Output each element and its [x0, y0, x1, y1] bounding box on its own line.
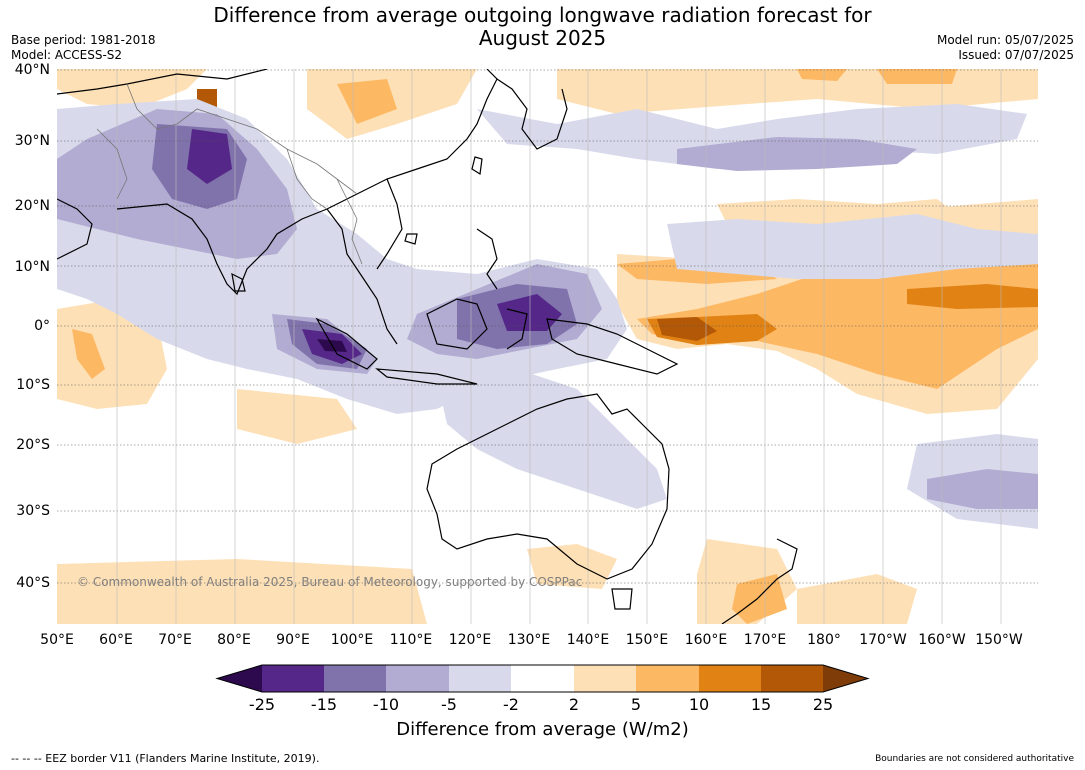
lat-label-30s: 30°S	[16, 503, 50, 519]
coast-arabia	[57, 198, 93, 260]
colorbar	[215, 664, 870, 693]
colorbar-title: Difference from average (W/m2)	[396, 719, 689, 740]
colorbar-tick-2: -10	[372, 695, 400, 714]
map-title: Difference from average outgoing longwav…	[0, 4, 1085, 50]
coast-korea-japan	[496, 78, 568, 150]
lon-label-170w: 170°W	[859, 632, 907, 648]
colorbar-tick-0: -25	[248, 695, 276, 714]
lon-label-170e: 170°E	[743, 632, 787, 648]
coast-china	[326, 69, 498, 210]
lat-label-10s: 10°S	[16, 377, 50, 393]
colorbar-bin-2	[324, 665, 386, 692]
boundaries-note: Boundaries are not considered authoritat…	[875, 754, 1074, 764]
coast-new-guinea	[546, 318, 679, 375]
lat-label-20s: 20°S	[16, 437, 50, 453]
lon-label-70e: 70°E	[158, 632, 192, 648]
colorbar-tick-6: 5	[630, 695, 642, 714]
lon-label-150e: 150°E	[625, 632, 669, 648]
colorbar-over-arrow	[823, 665, 868, 692]
lat-label-40s: 40°S	[16, 575, 50, 591]
coast-taiwan	[471, 156, 483, 176]
colorbar-bin-1	[262, 665, 324, 692]
lon-label-110e: 110°E	[389, 632, 433, 648]
eez-note: -- -- -- EEZ border V11 (Flanders Marine…	[11, 752, 320, 765]
map-panel: © Commonwealth of Australia 2025, Bureau…	[57, 69, 1038, 624]
title-line-2: August 2025	[478, 26, 607, 50]
coast-borneo	[426, 298, 488, 350]
gridlines	[57, 69, 1038, 584]
issued-date: Issued: 07/07/2025	[958, 48, 1074, 62]
negative-anomaly-areas	[57, 99, 1038, 529]
meridians	[116, 69, 1002, 624]
lon-label-50e: 50°E	[40, 632, 74, 648]
coast-india	[116, 203, 328, 296]
meta-right: Model run: 05/07/2025 Issued: 07/07/2025	[937, 33, 1074, 63]
coast-sulawesi	[506, 308, 528, 350]
coast-philippines	[476, 228, 498, 290]
coast-asia-north	[57, 69, 268, 95]
country-borders	[96, 83, 363, 265]
colorbar-tick-1: -15	[310, 695, 338, 714]
lon-label-120e: 120°E	[448, 632, 492, 648]
model-name: Model: ACCESS-S2	[11, 48, 123, 62]
colorbar-tick-3: -5	[441, 695, 457, 714]
lon-label-80e: 80°E	[217, 632, 251, 648]
colorbar-bin-5	[511, 665, 574, 692]
lon-label-130e: 130°E	[507, 632, 551, 648]
colorbar-bin-7	[636, 665, 699, 692]
lon-label-160w: 160°W	[918, 632, 966, 648]
lon-label-140e: 140°E	[566, 632, 610, 648]
colorbar-bin-4	[449, 665, 511, 692]
coast-java	[375, 368, 478, 385]
coast-sri-lanka	[231, 272, 246, 292]
model-run: Model run: 05/07/2025	[936, 33, 1074, 47]
lat-label-10n: 10°N	[14, 259, 50, 275]
lon-label-100e: 100°E	[330, 632, 374, 648]
colorbar-bin-3	[386, 665, 449, 692]
meta-left: Base period: 1981-2018 Model: ACCESS-S2	[11, 33, 156, 63]
colorbar-tick-8: 15	[750, 695, 772, 714]
lon-label-180: 180°	[807, 632, 841, 648]
colorbar-under-arrow	[217, 665, 262, 692]
lon-label-60e: 60°E	[99, 632, 133, 648]
lon-label-160e: 160°E	[684, 632, 728, 648]
lat-label-30n: 30°N	[14, 133, 50, 149]
colorbar-tick-5: 2	[568, 695, 580, 714]
colorbar-bin-6	[574, 665, 636, 692]
colorbar-tick-4: -2	[503, 695, 519, 714]
colorbar-bin-8	[699, 665, 761, 692]
coastlines	[57, 69, 798, 624]
coast-sumatra	[315, 317, 378, 370]
lon-label-150w: 150°W	[975, 632, 1023, 648]
lat-label-40n: 40°N	[14, 62, 50, 78]
coast-australia	[426, 393, 670, 580]
colorbar-tick-9: 25	[812, 695, 834, 714]
copyright-text: © Commonwealth of Australia 2025, Bureau…	[77, 575, 582, 589]
title-line-1: Difference from average outgoing longwav…	[213, 3, 872, 27]
positive-anomaly-areas	[57, 69, 1038, 624]
anomaly-map: © Commonwealth of Australia 2025, Bureau…	[57, 69, 1038, 624]
coast-indochina	[326, 208, 398, 345]
coast-tasmania	[611, 588, 633, 610]
colorbar-bin-9	[761, 665, 823, 692]
lon-label-90e: 90°E	[276, 632, 310, 648]
colorbar-tick-7: 10	[688, 695, 710, 714]
base-period: Base period: 1981-2018	[11, 33, 156, 47]
coast-vietnam	[376, 178, 403, 270]
coast-hainan	[404, 233, 418, 245]
coast-new-zealand	[721, 538, 798, 624]
lat-label-20n: 20°N	[14, 198, 50, 214]
lat-label-0: 0°	[34, 318, 50, 334]
